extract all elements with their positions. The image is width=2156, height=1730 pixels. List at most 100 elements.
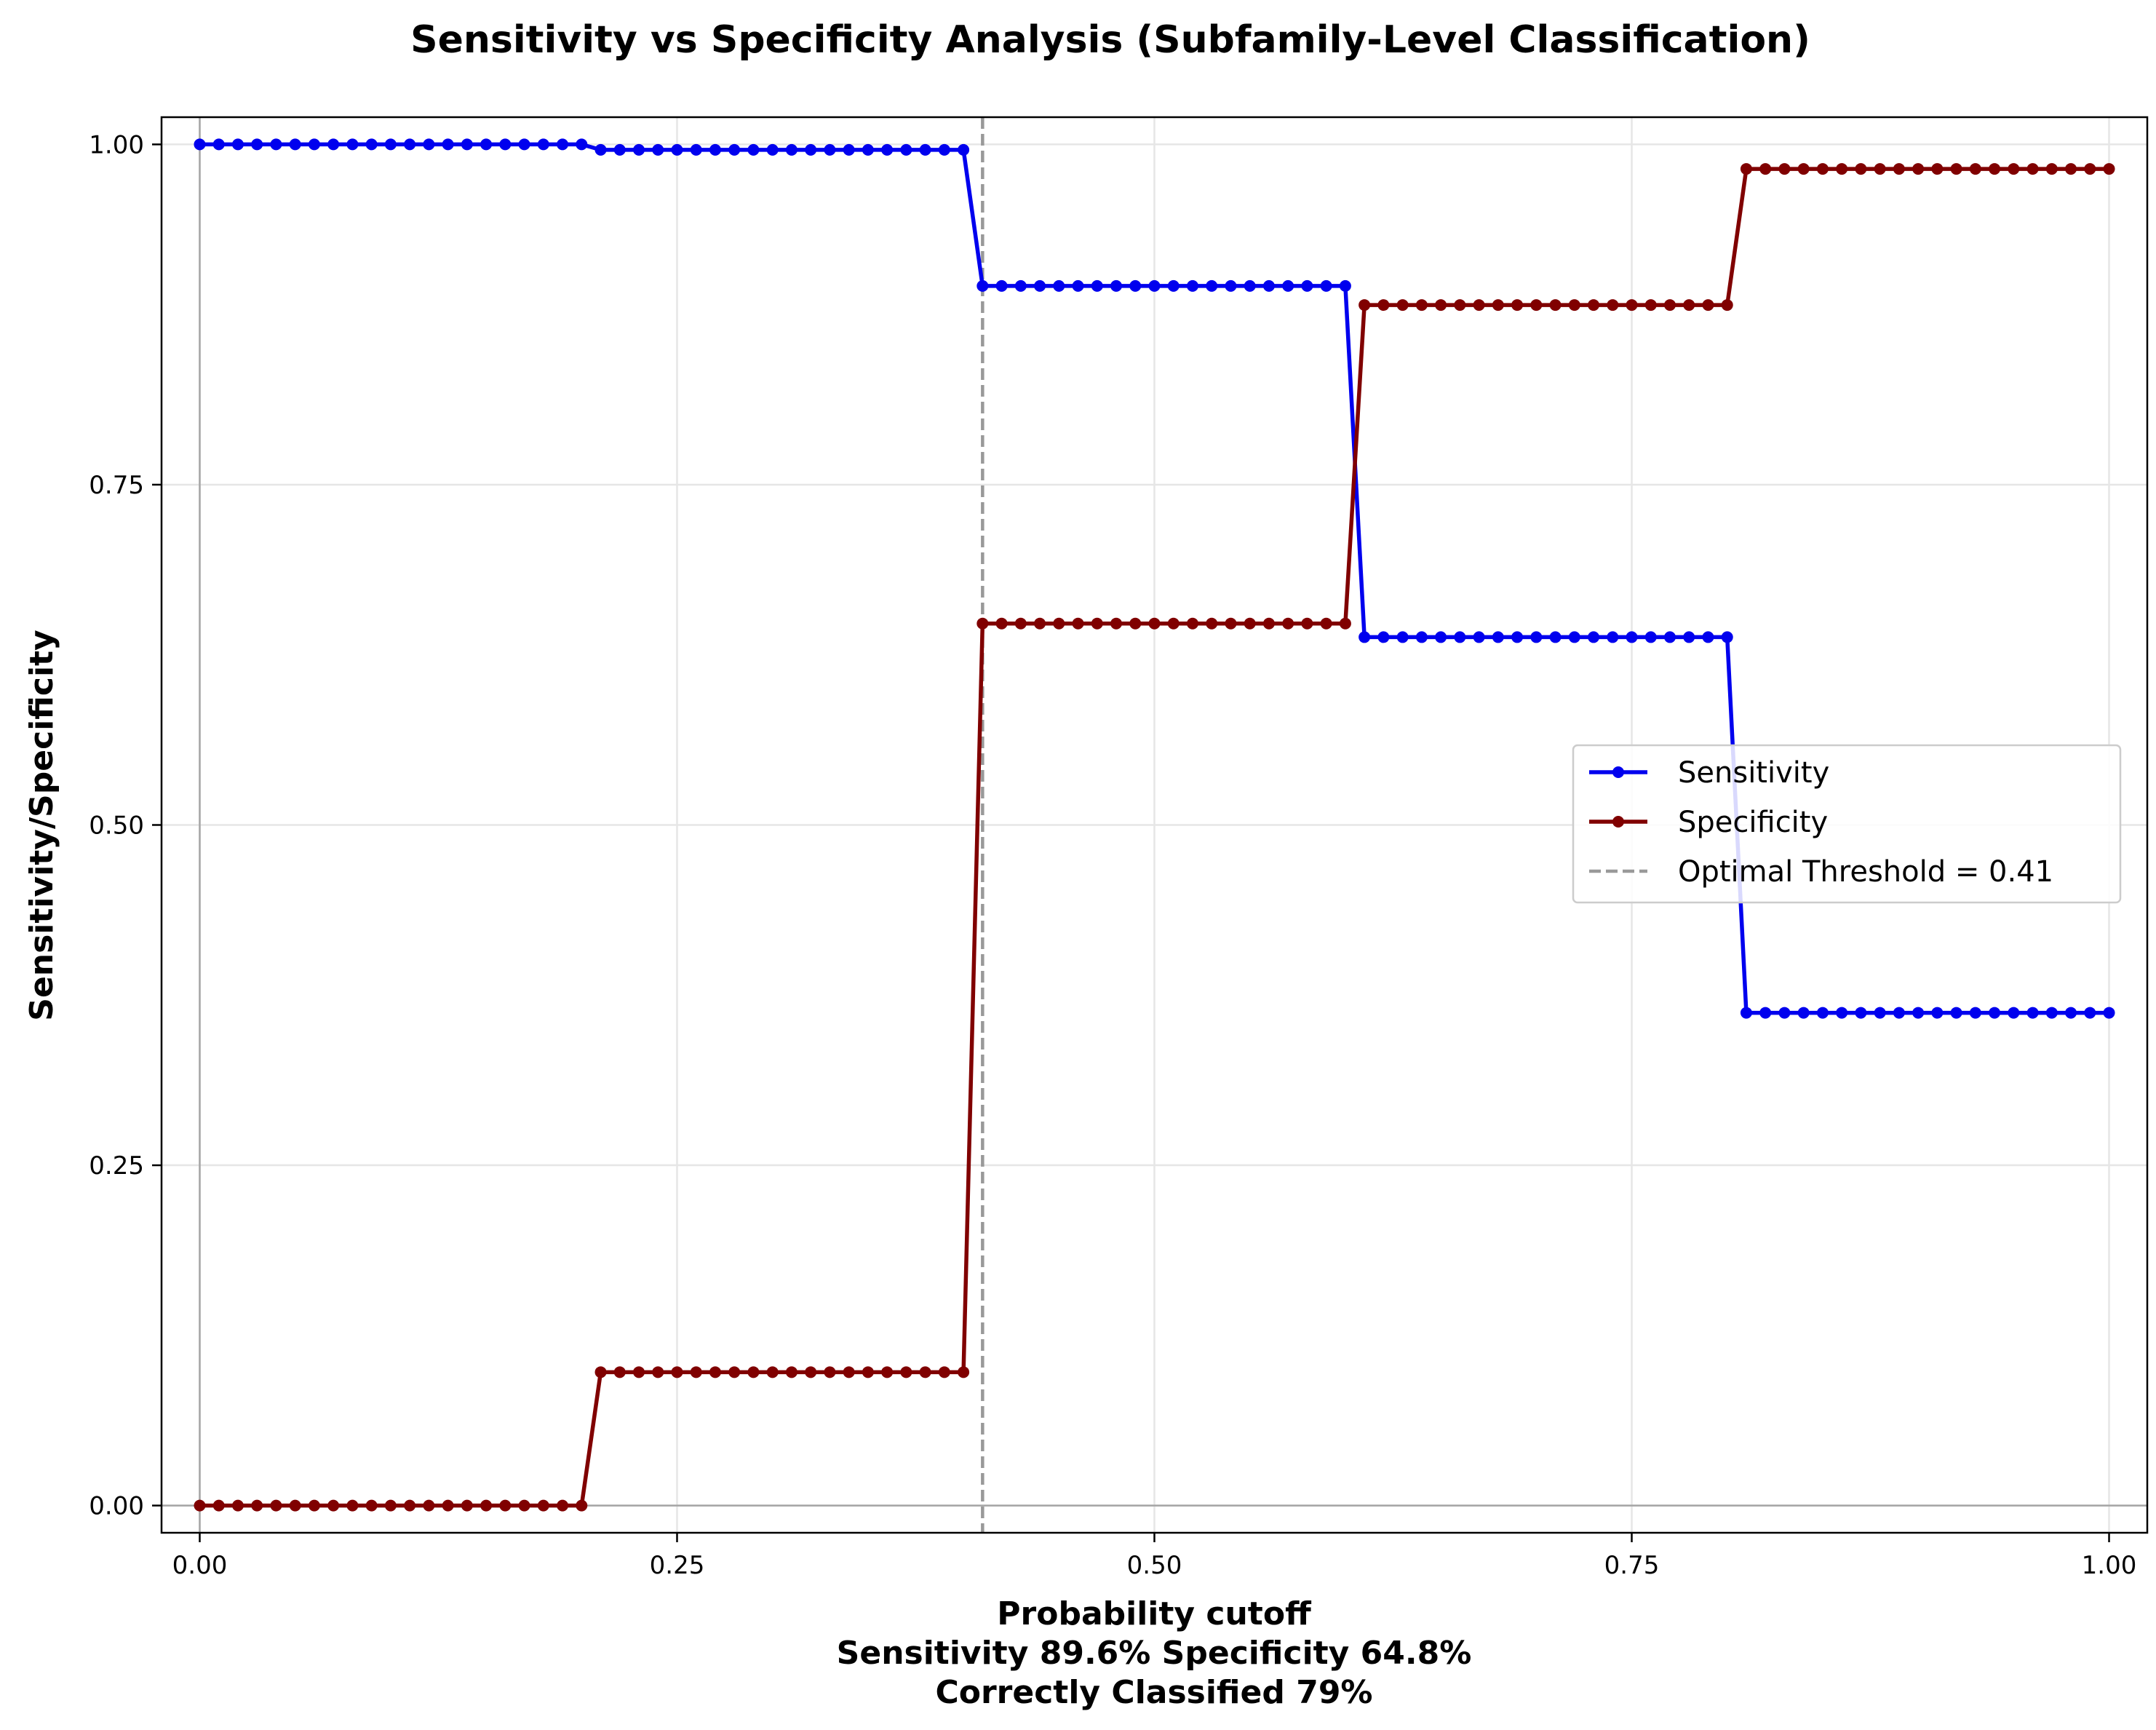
sensitivity-point — [1301, 279, 1313, 292]
specificity-point — [881, 1366, 894, 1378]
sensitivity-point — [1167, 279, 1180, 292]
specificity-point — [1492, 299, 1504, 312]
sensitivity-point — [613, 143, 626, 156]
sensitivity-point — [1950, 1007, 1962, 1019]
specificity-point — [1778, 163, 1791, 175]
legend-sensitivity-marker — [1612, 766, 1624, 778]
sensitivity-point — [423, 138, 435, 151]
sensitivity-point — [919, 143, 931, 156]
sensitivity-point — [1435, 631, 1447, 643]
y-tick-label: 1.00 — [89, 130, 144, 159]
x-axis-correct-summary: Correctly Classified 79% — [935, 1674, 1372, 1711]
sensitivity-point — [194, 138, 206, 151]
specificity-point — [1549, 299, 1562, 312]
specificity-point — [461, 1499, 473, 1512]
sensitivity-point — [747, 143, 760, 156]
specificity-point — [1072, 617, 1084, 630]
specificity-point — [671, 1366, 683, 1378]
specificity-point — [785, 1366, 797, 1378]
specificity-point — [690, 1366, 702, 1378]
sensitivity-point — [1129, 279, 1142, 292]
specificity-point — [1435, 299, 1447, 312]
specificity-point — [728, 1366, 741, 1378]
sensitivity-point — [2026, 1007, 2039, 1019]
sensitivity-point — [1148, 279, 1161, 292]
specificity-point — [1626, 299, 1638, 312]
sensitivity-point — [2045, 1007, 2058, 1019]
specificity-point — [270, 1499, 282, 1512]
specificity-point — [1683, 299, 1695, 312]
sensitivity-point — [843, 143, 855, 156]
specificity-point — [1014, 617, 1027, 630]
sensitivity-point — [1244, 279, 1256, 292]
legend-box — [1572, 744, 2122, 904]
specificity-point — [289, 1499, 301, 1512]
sensitivity-point — [900, 143, 912, 156]
specificity-point — [652, 1366, 664, 1378]
sensitivity-point — [766, 143, 779, 156]
specificity-point — [1034, 617, 1046, 630]
sensitivity-point — [1702, 631, 1714, 643]
y-tick-label: 0.50 — [89, 812, 144, 841]
sensitivity-point — [1225, 279, 1237, 292]
sensitivity-point — [1607, 631, 1619, 643]
specificity-point — [938, 1366, 950, 1378]
sensitivity-point — [1034, 279, 1046, 292]
sensitivity-point — [1836, 1007, 1848, 1019]
sensitivity-point — [1282, 279, 1294, 292]
specificity-point — [862, 1366, 874, 1378]
specificity-point — [1931, 163, 1944, 175]
sensitivity-point — [1893, 1007, 1905, 1019]
sensitivity-point — [690, 143, 702, 156]
x-tick-label: 0.75 — [1604, 1551, 1660, 1580]
sensitivity-point — [499, 138, 512, 151]
specificity-point — [2103, 163, 2115, 175]
sensitivity-point — [1473, 631, 1485, 643]
sensitivity-point — [2008, 1007, 2020, 1019]
sensitivity-point — [1110, 279, 1123, 292]
specificity-point — [1206, 617, 1218, 630]
specificity-point — [404, 1499, 416, 1512]
specificity-point — [1950, 163, 1962, 175]
x-tick-label: 0.00 — [172, 1551, 228, 1580]
specificity-point — [308, 1499, 320, 1512]
x-axis-label: Probability cutoff — [997, 1595, 1312, 1632]
specificity-point — [900, 1366, 912, 1378]
specificity-point — [1816, 163, 1829, 175]
specificity-point — [633, 1366, 645, 1378]
specificity-point — [1797, 163, 1810, 175]
specificity-point — [1148, 617, 1161, 630]
sensitivity-point — [327, 138, 340, 151]
sensitivity-point — [270, 138, 282, 151]
specificity-point — [1053, 617, 1065, 630]
specificity-point — [1969, 163, 1981, 175]
sensitivity-point — [1511, 631, 1524, 643]
sensitivity-point — [958, 143, 970, 156]
specificity-point — [747, 1366, 760, 1378]
sensitivity-point — [1396, 631, 1409, 643]
sensitivity-point — [557, 138, 569, 151]
sensitivity-point — [1588, 631, 1600, 643]
sensitivity-point — [1053, 279, 1065, 292]
sensitivity-point — [1320, 279, 1332, 292]
specificity-point — [1511, 299, 1524, 312]
legend: Sensitivity Specificity Optimal Threshol… — [1572, 744, 2122, 904]
sensitivity-point — [633, 143, 645, 156]
sensitivity-point — [1663, 631, 1676, 643]
sensitivity-point — [1721, 631, 1733, 643]
sensitivity-point — [1855, 1007, 1867, 1019]
sensitivity-point — [881, 143, 894, 156]
sensitivity-point — [1549, 631, 1562, 643]
sensitivity-point — [289, 138, 301, 151]
specificity-point — [194, 1499, 206, 1512]
sensitivity-point — [308, 138, 320, 151]
specificity-point — [1759, 163, 1772, 175]
specificity-point — [958, 1366, 970, 1378]
specificity-point — [518, 1499, 530, 1512]
sensitivity-point — [251, 138, 263, 151]
axis-ticks: 0.00 0.25 0.50 0.75 1.00 0.00 0.25 0.50 0.75 1.00 — [89, 130, 2136, 1580]
y-tick-label: 0.75 — [89, 471, 144, 500]
specificity-point — [1912, 163, 1925, 175]
specificity-point — [557, 1499, 569, 1512]
specificity-point — [1836, 163, 1848, 175]
